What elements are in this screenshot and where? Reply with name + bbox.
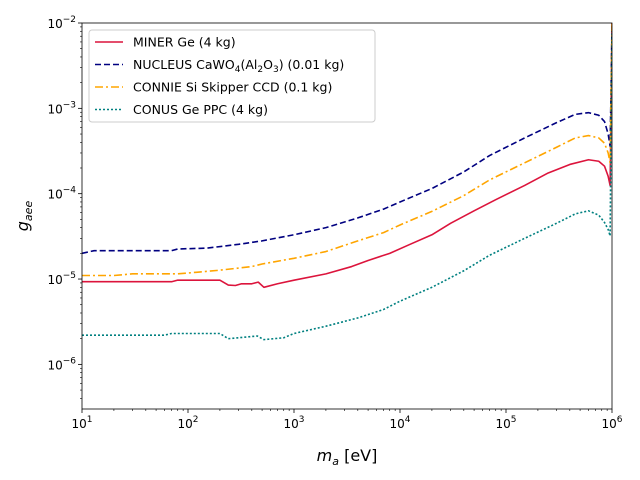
x-tick-label: 103: [283, 415, 304, 431]
y-axis-label-main: g: [13, 221, 32, 231]
x-axis-label-unit: [eV]: [339, 446, 377, 465]
legend-box: [88, 29, 376, 123]
y-tick-label: 10−5: [47, 271, 76, 287]
series-line-2: [82, 23, 612, 277]
legend: MINER Ge (4 kg) NUCLEUS CaWO4(Al2O3) (0.0…: [88, 29, 376, 123]
plot-frame: [81, 22, 613, 410]
x-tick-label: 102: [177, 415, 198, 431]
series-line-1: [82, 23, 612, 255]
y-tick-label: 10−4: [47, 186, 76, 202]
y-axis-label-sub: aee: [22, 201, 35, 222]
ticks-layer: 101 102 103 104 105 106 10−6 10−5 10−4 10−3 10−2: [47, 15, 622, 431]
x-tick-label: 104: [389, 415, 410, 431]
x-axis-label-sub: a: [332, 455, 339, 468]
y-tick-label: 10−3: [47, 100, 76, 116]
legend-label-1: NUCLEUS CaWO4(Al2O3) (0.01 kg): [133, 57, 344, 75]
y-tick-label: 10−2: [47, 15, 76, 31]
legend-label-3: CONUS Ge PPC (4 kg): [133, 102, 268, 117]
y-tick-label: 10−6: [47, 356, 76, 372]
y-axis-label: gaee: [13, 201, 35, 232]
x-tick-label: 106: [601, 415, 622, 431]
series-line-3: [82, 31, 612, 341]
legend-label-0: MINER Ge (4 kg): [133, 35, 236, 50]
legend-label-2: CONNIE Si Skipper CCD (0.1 kg): [133, 80, 332, 95]
x-tick-label: 105: [495, 415, 516, 431]
x-axis-label-main: m: [317, 446, 333, 465]
series-line-0: [82, 23, 612, 289]
x-tick-label: 101: [71, 415, 92, 431]
x-axis-label: ma [eV]: [317, 446, 378, 468]
series-layer: [82, 23, 612, 341]
